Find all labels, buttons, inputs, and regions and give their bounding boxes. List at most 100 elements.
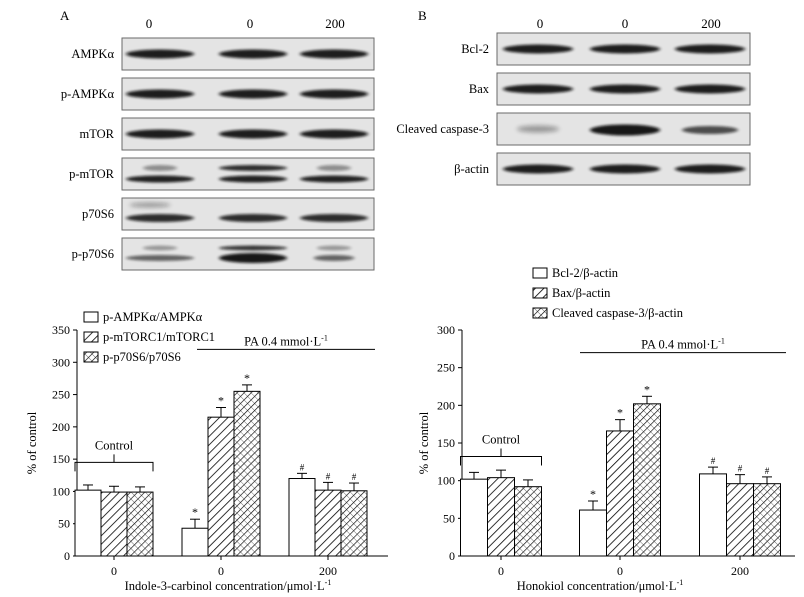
chart-b-significance-mark: * — [590, 487, 596, 501]
chart-a-legend-label: p-AMPKα/AMPKα — [103, 310, 203, 324]
chart-b-bar-chart: 0 50 100 150 200 250 300 % of control 0 * * * 0 # # #20… — [417, 266, 795, 593]
panel-a-band — [300, 49, 368, 59]
chart-a-bar — [288, 478, 316, 557]
chart-a-pa-label: PA 0.4 mmol·L-1 — [244, 333, 328, 348]
panel-b-blot-row-3: Cleaved caspase-3 — [396, 112, 751, 146]
panel-a-blot-label: p-mTOR — [69, 167, 115, 181]
chart-b-y-tick-label: 100 — [437, 474, 455, 488]
panel-b-band — [503, 84, 573, 94]
panel-a-band — [313, 255, 355, 261]
chart-b-significance-mark: * — [617, 406, 623, 420]
panel-b-band — [590, 44, 660, 54]
chart-b-pa-label: PA 0.4 mmol·L-1 — [641, 337, 725, 352]
chart-b-bar — [633, 403, 661, 557]
chart-b-x-axis-label: Honokiol concentration/μmol·L-1 — [517, 578, 683, 593]
panel-b-band — [590, 164, 660, 174]
chart-a-bar — [314, 489, 342, 557]
panel-a-band — [219, 245, 287, 251]
chart-a-y-tick-label: 50 — [58, 517, 70, 531]
panel-a-band — [126, 89, 194, 99]
panel-b-blot-rows: Bcl-2 Bax Cleaved caspase-3 β-actin — [396, 32, 751, 186]
panel-a-lane-label-3: 200 — [325, 16, 345, 31]
chart-b-control-bracket — [460, 448, 542, 466]
panel-a-band — [219, 89, 287, 99]
chart-a-legend-swatch — [83, 311, 99, 323]
chart-a-significance-mark: * — [244, 371, 250, 385]
chart-a-control-bracket — [74, 454, 154, 472]
chart-b-significance-mark: * — [644, 382, 650, 396]
chart-b-bar — [606, 430, 634, 557]
chart-a-significance-mark: # — [352, 472, 357, 482]
panel-b-band — [503, 44, 573, 54]
chart-a-bar — [233, 390, 261, 557]
chart-a-control-label: Control — [95, 438, 134, 452]
chart-a-x-axis-label: Indole-3-carbinol concentration/μmol·L-1 — [125, 578, 332, 593]
chart-a-significance-mark: * — [192, 505, 198, 519]
panel-b-band — [675, 84, 745, 94]
panel-a-blot-row-6: p-p70S6 — [72, 237, 375, 271]
panel-a-band — [143, 245, 177, 251]
panel-b-blot-row-4: β-actin — [454, 152, 751, 186]
panel-a-blot-membrane — [121, 157, 375, 191]
chart-a-y-tick-label: 350 — [52, 323, 70, 337]
chart-b-bar — [579, 509, 607, 557]
panel-b-band — [517, 125, 559, 133]
panel-a-band — [219, 175, 287, 183]
panel-a-letter: A — [60, 8, 70, 23]
panel-a-band — [219, 129, 287, 139]
panel-b-lane-label-3: 200 — [701, 16, 721, 31]
chart-b-significance-mark: # — [765, 466, 770, 476]
panel-a-band — [219, 253, 287, 263]
chart-a-bar — [207, 416, 235, 557]
chart-a-significance-mark: # — [300, 462, 305, 472]
chart-a-y-axis-label: % of control — [25, 411, 39, 474]
panel-a-band — [126, 49, 194, 59]
panel-b-blot-label: Bax — [469, 82, 490, 96]
chart-b-legend-label: Cleaved caspase-3/β-actin — [552, 306, 684, 320]
panel-a-band — [126, 129, 194, 139]
panel-a-band — [300, 214, 368, 222]
panel-b-band — [503, 164, 573, 174]
chart-a-bar — [126, 491, 154, 557]
chart-a-x-tick-label: 0 — [111, 564, 117, 578]
chart-a-y-tick-label: 0 — [64, 549, 70, 563]
panel-a-blot-membrane — [121, 197, 375, 231]
panel-a-lane-label-2: 0 — [247, 16, 254, 31]
chart-b-bar — [699, 473, 727, 557]
panel-a-band — [300, 89, 368, 99]
panel-a-western-blot: A 0 0 200 AMPKα p-AMPKα mTOR p-mTOR p70S6 p-p… — [60, 8, 375, 271]
chart-b-x-tick-label: 200 — [731, 564, 749, 578]
chart-a-x-tick-label: 200 — [319, 564, 337, 578]
chart-b-bar — [514, 486, 542, 557]
chart-a-legend-label: p-p70S6/p70S6 — [103, 350, 181, 364]
chart-b-bar — [487, 477, 515, 557]
chart-b-y-tick-label: 200 — [437, 398, 455, 412]
chart-a-bar — [340, 490, 368, 557]
chart-b-x-tick-label: 0 — [617, 564, 623, 578]
chart-a-bar — [74, 489, 102, 557]
panel-a-band — [300, 175, 368, 183]
panel-a-band — [317, 165, 351, 171]
chart-a-y-tick-label: 200 — [52, 420, 70, 434]
chart-b-x-tick-label: 0 — [498, 564, 504, 578]
panel-a-blot-label: p70S6 — [82, 207, 114, 221]
panel-b-blot-row-2: Bax — [469, 72, 751, 106]
chart-b-y-tick-label: 150 — [437, 436, 455, 450]
panel-a-band — [143, 165, 177, 171]
chart-a-legend-swatch — [83, 351, 99, 363]
panel-b-band — [675, 164, 745, 174]
panel-b-band — [682, 126, 738, 134]
panel-a-blot-label: p-p70S6 — [72, 247, 114, 261]
panel-a-blot-row-1: AMPKα — [71, 37, 375, 71]
chart-b-legend-label: Bax/β-actin — [552, 286, 611, 300]
chart-b-y-axis-label: % of control — [417, 411, 431, 474]
chart-b-legend-swatch — [532, 287, 548, 299]
chart-b-significance-mark: # — [738, 464, 743, 474]
chart-a-significance-mark: * — [218, 393, 224, 407]
panel-a-band — [219, 214, 287, 222]
chart-a-y-tick-label: 100 — [52, 484, 70, 498]
chart-b-y-tick-label: 0 — [449, 549, 455, 563]
chart-b-legend-swatch — [532, 267, 548, 279]
panel-b-band — [590, 84, 660, 94]
panel-b-blot-label: Bcl-2 — [461, 42, 489, 56]
